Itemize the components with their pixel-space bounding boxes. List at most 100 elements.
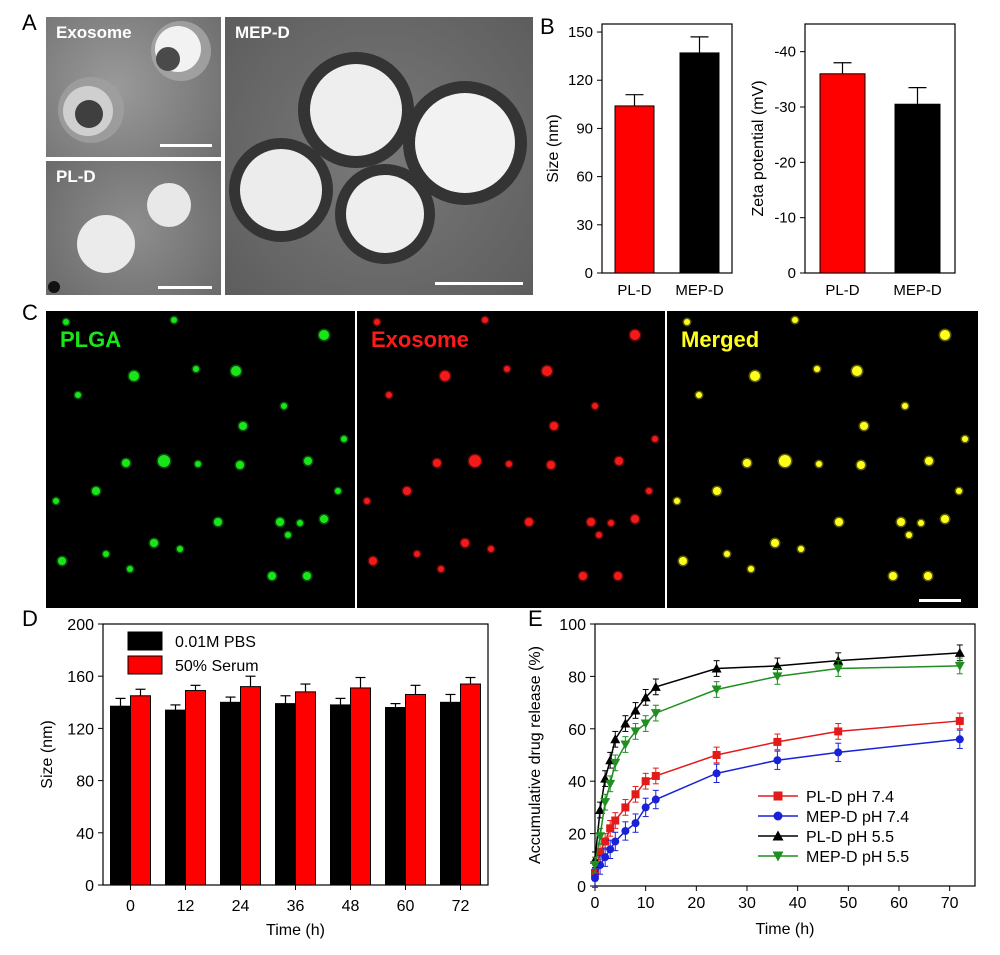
fluorescent-dot	[542, 366, 552, 376]
fluorescent-dot	[814, 366, 820, 372]
fluorescent-dot	[674, 498, 680, 504]
x-tick-label: 10	[637, 895, 655, 912]
fluorescent-dot	[386, 392, 392, 398]
scale-bar	[158, 286, 212, 289]
data-point	[711, 663, 722, 673]
x-tick-label: MEP-D	[893, 282, 942, 299]
bar	[614, 105, 655, 274]
data-point	[640, 719, 651, 729]
bar	[165, 709, 186, 886]
fluorescent-dot	[75, 392, 81, 398]
data-point	[620, 718, 631, 728]
fluorescent-dot	[58, 557, 66, 565]
fluorescent-dot	[320, 515, 328, 523]
exosome-dots	[362, 315, 660, 582]
data-point	[712, 751, 721, 759]
fluorescent-dot	[158, 455, 170, 467]
exosome-vesicles-drawing	[58, 21, 211, 143]
data-point	[641, 803, 650, 812]
fluorescent-dot	[63, 319, 69, 325]
y-tick-label: -10	[774, 210, 796, 227]
data-point	[620, 740, 631, 750]
panel-letter-a: A	[22, 10, 37, 35]
fluorescent-dot	[940, 330, 950, 340]
y-tick-label: 90	[576, 120, 593, 137]
x-axis-label: Time (h)	[756, 921, 815, 938]
y-tick-label: 30	[576, 217, 593, 234]
data-point	[712, 769, 721, 778]
fluorescent-dot	[771, 539, 779, 547]
fluorescent-dot	[550, 422, 558, 430]
fluorescent-dot	[652, 436, 658, 442]
fluorescent-dot	[713, 487, 721, 495]
y-tick-label: 20	[568, 827, 586, 844]
bar	[330, 704, 351, 886]
fluorescent-dot	[696, 392, 702, 398]
data-point	[772, 672, 783, 682]
bar	[679, 52, 720, 274]
legend-label: 0.01M PBS	[175, 634, 256, 651]
fluorescent-dot	[743, 459, 751, 467]
fluorescent-dot	[547, 461, 555, 469]
data-point	[773, 756, 782, 765]
fluorescent-dot	[798, 546, 804, 552]
tem-exosome-image: Exosome	[46, 17, 221, 157]
x-tick-label: 72	[452, 898, 470, 915]
fluorescent-dot	[461, 539, 469, 547]
data-point	[610, 734, 621, 744]
data-point	[595, 832, 606, 842]
data-point	[773, 791, 783, 801]
pld-particles-drawing	[48, 183, 191, 293]
data-point	[591, 874, 599, 883]
plot-frame	[601, 23, 733, 274]
data-point	[954, 647, 965, 657]
fluorescent-dot	[925, 457, 933, 465]
fluorescent-dot	[341, 436, 347, 442]
data-point	[711, 685, 722, 695]
data-point	[601, 853, 610, 862]
fluorescent-dot	[941, 515, 949, 523]
fluorescent-dot	[614, 572, 622, 580]
fluorescent-dot	[596, 532, 602, 538]
fluorescent-dot	[608, 520, 614, 526]
fluorescent-dot	[122, 459, 130, 467]
y-tick-label: -40	[774, 44, 796, 61]
fluorescent-dot	[403, 487, 411, 495]
panel-letter-b: B	[540, 14, 555, 39]
x-tick-label: 0	[591, 895, 600, 912]
data-point	[650, 709, 661, 719]
fluorescent-dot	[482, 317, 488, 323]
scale-bar	[919, 599, 961, 602]
y-tick-label: 40	[568, 774, 586, 791]
fluorescent-dot	[852, 366, 862, 376]
fluorescent-dot	[281, 403, 287, 409]
tem-mepd-label: MEP-D	[235, 23, 290, 42]
data-point	[595, 805, 606, 815]
y-tick-label: 0	[577, 879, 586, 896]
legend-label: MEP-D pH 7.4	[806, 809, 909, 826]
merged-dots	[672, 315, 970, 582]
fluorescent-dot	[127, 566, 133, 572]
fluorescent-dot	[268, 572, 276, 580]
bar	[295, 691, 316, 886]
fluorescent-dot	[488, 546, 494, 552]
fluo-plga-image: PLGA	[46, 311, 355, 608]
fluo-exosome-label: Exosome	[371, 327, 469, 352]
data-point	[651, 771, 660, 780]
fluorescent-dot	[469, 455, 481, 467]
x-tick-label: 24	[232, 898, 250, 915]
fluorescent-dot	[684, 319, 690, 325]
x-tick-label: 40	[789, 895, 807, 912]
y-tick-label: 160	[67, 669, 94, 686]
data-point	[611, 837, 620, 846]
x-tick-label: MEP-D	[675, 282, 724, 299]
y-axis-label: Size (nm)	[545, 114, 562, 182]
fluorescent-dot	[525, 518, 533, 526]
fluorescent-dot	[902, 403, 908, 409]
fluorescent-dot	[53, 498, 59, 504]
fluorescent-dot	[239, 422, 247, 430]
y-axis-label: Accumulative drug release (%)	[527, 646, 544, 864]
fluorescent-dot	[297, 520, 303, 526]
y-tick-label: 80	[568, 669, 586, 686]
fluorescent-dot	[779, 455, 791, 467]
